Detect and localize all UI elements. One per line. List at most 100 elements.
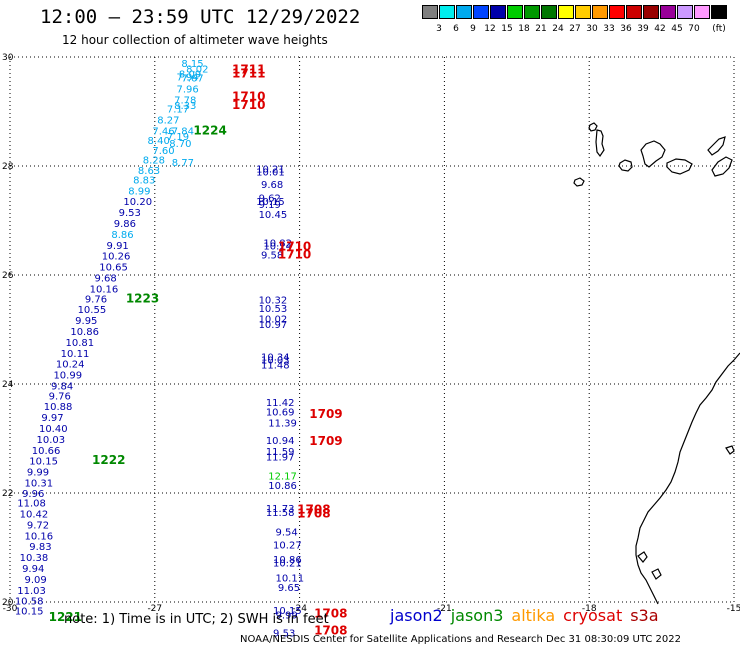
wave-height-reading: 11.97 [266,452,295,463]
pass-time-label: 1223 [126,291,159,305]
wave-height-reading: 9.54 [275,528,297,539]
wave-height-reading: 9.94 [22,564,44,575]
wave-height-reading: 11.03 [17,586,46,597]
pass-time-label: 1708 [297,503,330,517]
pass-time-label: 1708 [314,624,347,638]
wave-height-reading: 8.09 [179,70,201,81]
pass-time-label: 1710 [232,90,265,104]
map-frame [10,57,734,602]
color-scale-unit: (ft) [712,24,726,34]
wave-height-reading: 9.65 [278,583,300,594]
color-scale-label: 27 [569,24,581,34]
legend-item-altika: altika [511,606,556,625]
lon-tick-label: -21 [437,604,452,614]
lat-tick-label: 30 [2,53,14,63]
wave-height-reading: 10.55 [78,305,107,316]
wave-height-reading: 10.20 [123,197,152,208]
color-scale-swatch [592,5,608,19]
wave-height-reading: 10.11 [275,573,304,584]
wave-height-reading: 8.28 [143,155,165,166]
color-scale-label: 70 [688,24,700,34]
wave-height-reading: 11.48 [261,361,290,372]
wave-height-reading: 10.15 [256,197,285,208]
pass-time-label: 1709 [309,434,342,448]
wave-height-reading: 10.69 [266,408,295,419]
color-scale-swatch [609,5,625,19]
wave-height-reading: 10.24 [263,241,292,252]
wave-height-reading: 9.97 [41,413,63,424]
wave-height-reading: 11.58 [266,508,295,519]
wave-height-reading: 10.65 [99,263,128,274]
wave-height-reading: 7.17 [167,105,189,116]
color-scale-label: 45 [671,24,683,34]
wave-height-reading: 7.96 [177,84,199,95]
wave-height-reading: 10.21 [273,559,302,570]
coastal-inlet [637,551,648,563]
wave-height-reading: 10.16 [24,531,53,542]
wave-height-reading: 10.24 [56,360,85,371]
color-scale-swatch [626,5,642,19]
wave-height-reading: 7.67 [181,74,203,85]
wave-height-reading: 9.72 [27,520,49,531]
wave-height-reading: 9.76 [85,294,107,305]
wave-height-reading: 10.15 [29,457,58,468]
wave-height-reading: 11.42 [266,398,295,409]
wave-height-reading: 8.15 [181,59,203,70]
color-scale-swatch [439,5,455,19]
lat-tick-label: 26 [2,271,14,281]
wave-height-reading: 9.53 [119,208,141,219]
wave-height-reading: 9.99 [275,610,297,621]
color-scale-swatch [711,5,727,19]
island-coastline [595,129,605,158]
wave-height-reading: 9.83 [29,542,51,553]
lon-tick-label: -15 [727,604,740,614]
lat-tick-label: 22 [2,489,13,499]
wave-height-reading: 10.94 [266,436,295,447]
wave-height-reading: 10.45 [259,210,288,221]
lon-tick-label: -18 [582,604,597,614]
wave-height-reading: 8.70 [169,139,191,150]
wave-height-reading: 7.46 [152,126,174,137]
wave-height-reading: 10.38 [20,553,49,564]
lon-tick-label: -30 [3,604,18,614]
pass-time-label: 1222 [92,453,125,467]
wave-height-reading: 9.96 [22,489,44,500]
wave-height-reading: 9.86 [114,219,136,230]
wave-height-reading: 9.09 [24,575,46,586]
wave-height-reading: 10.66 [32,446,61,457]
wave-height-reading: 9.58 [261,251,283,262]
color-scale-label: 33 [603,24,615,34]
wave-height-reading: 8.83 [133,175,155,186]
pass-time-label: 1708 [314,606,347,620]
legend-item-jason3: jason3 [450,606,504,625]
page-subtitle: 12 hour collection of altimeter wave hei… [62,33,328,47]
pass-time-label: 1711 [232,67,265,81]
wave-height-reading: 9.62 [259,193,281,204]
island-coastline [711,156,733,177]
wave-height-reading: 10.42 [20,510,49,521]
wave-height-reading: 10.97 [259,320,288,331]
page-title: 12:00 — 23:59 UTC 12/29/2022 [40,6,361,28]
wave-height-reading: 9.19 [259,200,281,211]
wave-height-reading: 9.91 [107,241,129,252]
wave-height-reading: 10.32 [259,295,288,306]
color-scale-swatch [694,5,710,19]
wave-height-reading: 7.94 [177,72,199,83]
wave-height-reading: 10.88 [44,402,73,413]
pass-time-label: 1708 [297,507,330,521]
wave-height-reading: 9.53 [273,628,295,639]
color-scale-label: 18 [518,24,530,34]
color-scale-label: 24 [552,24,564,34]
color-scale-swatch [643,5,659,19]
wave-height-reading: 10.15 [273,606,302,617]
wave-height-reading: 8.40 [148,136,170,147]
legend-item-cryosat: cryosat [563,606,623,625]
color-scale-label: 21 [535,24,547,34]
color-scale-label: 3 [436,24,442,34]
color-scale-swatch [541,5,557,19]
pass-time-label: 1710 [232,98,265,112]
wave-height-reading: 9.99 [27,468,49,479]
wave-height-reading: 8.63 [138,166,160,177]
